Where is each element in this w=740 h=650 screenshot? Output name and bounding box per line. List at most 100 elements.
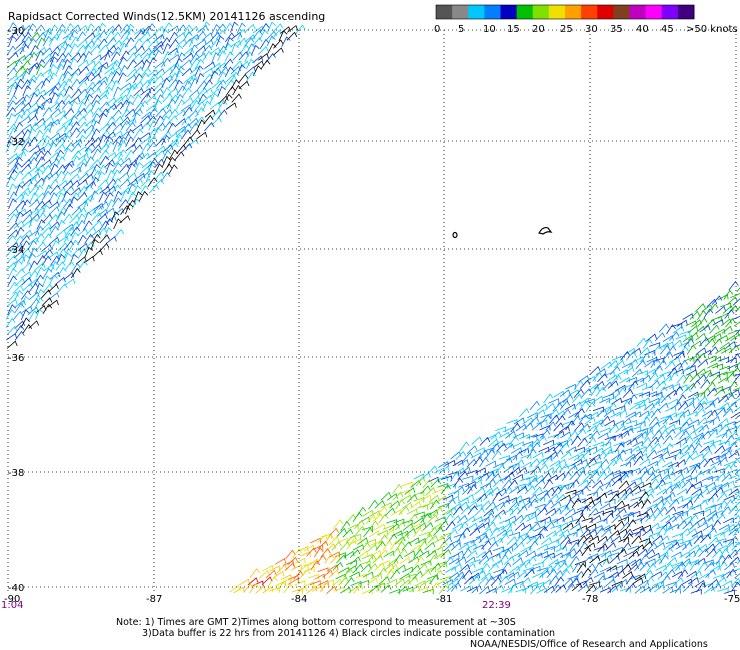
- wind-barb: [77, 134, 87, 146]
- wind-barb: [384, 507, 396, 517]
- wind-barb: [119, 42, 129, 54]
- wind-barb: [236, 64, 246, 76]
- wind-barb: [19, 148, 29, 160]
- wind-barb: [211, 109, 222, 119]
- wind-barb: [600, 550, 612, 558]
- wind-barb: [104, 192, 114, 203]
- wind-barb: [233, 586, 245, 594]
- wind-barb: [84, 87, 95, 98]
- wind-barb: [134, 29, 145, 40]
- wind-barb: [699, 445, 711, 454]
- wind-barb: [572, 549, 583, 559]
- wind-barb: [434, 516, 446, 522]
- wind-barb: [48, 141, 58, 153]
- wind-barb: [105, 121, 117, 131]
- wind-barb: [521, 584, 534, 592]
- wind-barb: [91, 67, 103, 76]
- wind-barb: [479, 457, 489, 468]
- wind-barb: [104, 30, 115, 41]
- wind-barb: [154, 61, 166, 69]
- wind-barb: [644, 360, 656, 368]
- wind-barb: [543, 393, 554, 404]
- wind-barb: [723, 289, 734, 300]
- wind-barb: [20, 70, 30, 82]
- wind-barb: [6, 340, 18, 349]
- wind-barb: [702, 516, 714, 524]
- lon-label: -75: [724, 594, 740, 605]
- wind-barb: [567, 430, 579, 440]
- wind-barb: [688, 559, 700, 565]
- wind-barb: [718, 523, 730, 531]
- wind-barb: [612, 565, 624, 571]
- wind-barb: [495, 464, 506, 474]
- wind-barb: [413, 490, 425, 497]
- wind-barb: [602, 536, 614, 545]
- wind-barb: [707, 512, 719, 522]
- wind-barb: [56, 253, 66, 265]
- wind-barb: [75, 207, 87, 217]
- wind-barb: [119, 99, 130, 110]
- wind-barb: [42, 106, 53, 117]
- wind-barb: [181, 116, 192, 126]
- wind-barb: [70, 226, 81, 237]
- wind-barb: [616, 409, 628, 417]
- wind-barb: [210, 62, 222, 71]
- wind-barb: [628, 563, 639, 573]
- wind-barb: [42, 135, 51, 147]
- wind-barb: [349, 571, 361, 578]
- wind-barb: [27, 239, 38, 251]
- wind-barb: [34, 200, 46, 210]
- wind-barb: [648, 583, 660, 592]
- wind-barb: [34, 192, 46, 202]
- wind-barb: [600, 441, 612, 448]
- wind-barb: [624, 347, 636, 355]
- wind-barb: [397, 530, 409, 537]
- legend-label-35: 35: [610, 24, 623, 35]
- wind-barb: [84, 93, 94, 105]
- wind-barb: [63, 203, 74, 215]
- wind-barb: [140, 178, 152, 187]
- legend-swatch: [613, 5, 631, 19]
- wind-barb: [141, 142, 151, 153]
- wind-barb: [633, 399, 645, 406]
- wind-barb: [393, 554, 404, 565]
- wind-barb: [244, 23, 256, 33]
- wind-barb: [15, 40, 27, 49]
- wind-barb: [697, 317, 708, 328]
- wind-barb: [8, 84, 17, 96]
- wind-barb: [288, 578, 300, 585]
- wind-barb: [340, 520, 351, 532]
- wind-barb: [483, 556, 494, 565]
- wind-barb: [188, 117, 199, 127]
- wind-barb: [513, 417, 525, 425]
- wind-barb: [161, 134, 171, 146]
- wind-barb: [63, 65, 73, 76]
- wind-barb: [390, 540, 400, 551]
- wind-barb: [110, 59, 121, 70]
- wind-barb: [439, 576, 451, 582]
- wind-barb: [28, 247, 38, 259]
- wind-barb: [701, 475, 713, 482]
- wind-barb: [558, 528, 570, 537]
- wind-barb: [401, 501, 413, 510]
- wind-barb: [126, 59, 137, 70]
- wind-barb: [536, 587, 548, 594]
- wind-barb: [83, 211, 93, 223]
- wind-barb: [736, 287, 740, 292]
- wind-barb: [20, 24, 32, 34]
- wind-barb: [83, 147, 93, 159]
- wind-barb: [656, 526, 667, 537]
- wind-barb: [161, 74, 173, 83]
- wind-barb: [529, 458, 540, 468]
- wind-barb: [345, 534, 357, 543]
- wind-barb: [722, 407, 734, 417]
- wind-barb: [669, 483, 681, 494]
- wind-barb: [698, 488, 710, 497]
- wind-barb: [488, 562, 499, 572]
- wind-barb: [126, 45, 138, 54]
- wind-barb: [92, 202, 104, 211]
- wind-barb: [620, 400, 631, 411]
- wind-barb: [105, 151, 117, 160]
- wind-barb: [460, 505, 472, 515]
- wind-barb: [437, 503, 449, 509]
